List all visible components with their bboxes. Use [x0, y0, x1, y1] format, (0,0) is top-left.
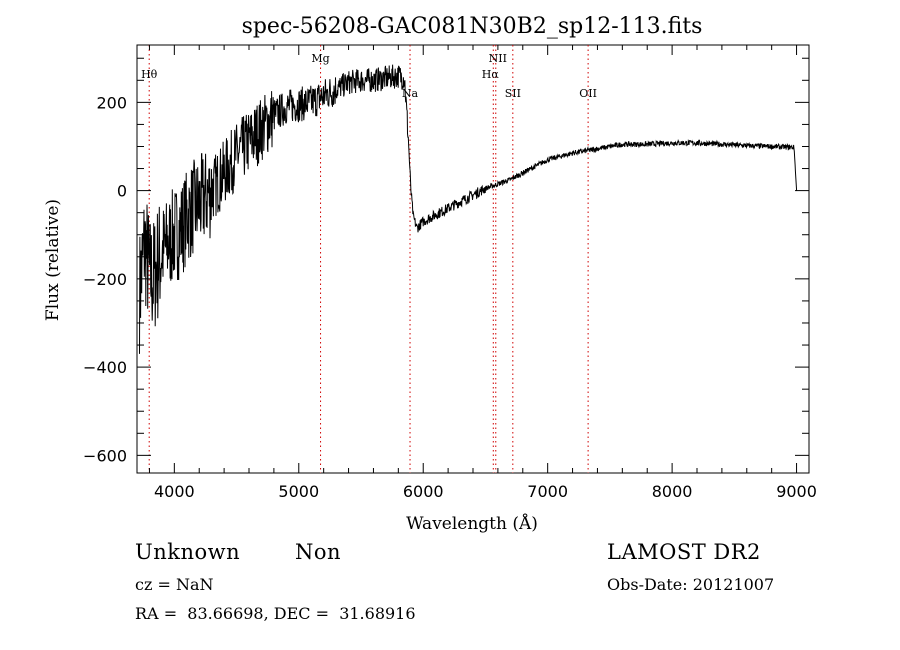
line-marker-label: Mg	[311, 52, 329, 65]
x-tick-label: 7000	[527, 482, 568, 501]
spectrum-line	[139, 64, 798, 354]
x-tick-label: 4000	[154, 482, 195, 501]
y-tick-label: 0	[117, 182, 127, 201]
x-tick-label: 9000	[776, 482, 817, 501]
x-tick-label: 8000	[652, 482, 693, 501]
coordinates-label: RA = 83.66698, DEC = 31.68916	[135, 604, 416, 623]
line-marker-label: Hα	[482, 68, 500, 81]
y-axis-label: Flux (relative)	[43, 199, 63, 321]
y-axis: −600 −400 −200 0 200	[83, 57, 809, 465]
line-marker-label: Na	[402, 87, 419, 100]
line-marker-label: NII	[489, 52, 507, 65]
plot-frame	[136, 44, 810, 474]
y-tick-label: −600	[83, 446, 127, 465]
line-marker-label: OII	[579, 87, 597, 100]
emission-line-markers: Hθ Mg Na NII Hα SII OII	[141, 45, 597, 473]
y-tick-label: −200	[83, 270, 127, 289]
x-axis-label: Wavelength (Å)	[406, 513, 538, 534]
survey-label: LAMOST DR2	[607, 540, 761, 564]
redshift-label: cz = NaN	[135, 575, 214, 594]
line-marker-label: Hθ	[141, 68, 158, 81]
obs-date-label: Obs-Date: 20121007	[607, 575, 775, 594]
chart-title: spec-56208-GAC081N30B2_sp12-113.fits	[242, 14, 703, 39]
line-marker-label: SII	[505, 87, 521, 100]
y-tick-label: −400	[83, 358, 127, 377]
class-label: Unknown	[135, 540, 241, 564]
subclass-label: Non	[295, 540, 342, 564]
x-axis: 4000 5000 6000 7000 8000 9000	[148, 45, 817, 501]
y-tick-label: 200	[96, 93, 127, 112]
x-tick-label: 5000	[278, 482, 319, 501]
spectrum-series	[139, 64, 798, 354]
x-tick-label: 6000	[403, 482, 444, 501]
